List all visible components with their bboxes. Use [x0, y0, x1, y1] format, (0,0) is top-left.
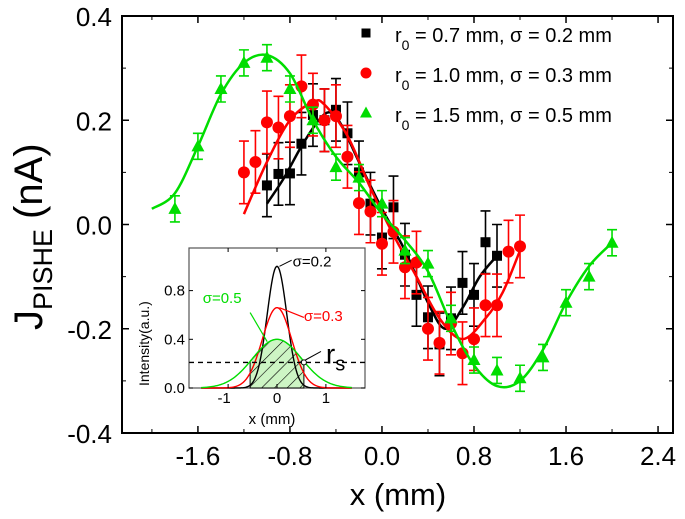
inset-y-tick-label: 0.4 [164, 331, 185, 348]
main-plot: -1.6 -0.8 0.0 0.8 1.6 2.4 0.4 0.2 0.0 -0.2 -0.4 [67, 2, 676, 471]
data-point [375, 196, 389, 209]
data-point [260, 50, 274, 63]
data-point [479, 299, 492, 312]
data-point [457, 277, 468, 288]
annotation-sigma-0.3: σ=0.3 [304, 308, 343, 325]
arrow-sigma-0.3 [279, 307, 305, 318]
data-point [433, 336, 446, 349]
data-point [411, 289, 422, 300]
data-point [444, 311, 458, 324]
y-axis-label-main: JPISHE (nA) [7, 143, 58, 330]
annotation-sigma-0.5: σ=0.5 [203, 290, 242, 307]
data-point [237, 166, 250, 179]
x-tick-label: 2.4 [640, 441, 676, 471]
legend-sub: 0 [402, 37, 410, 53]
data-point [283, 110, 296, 123]
y-tick-label: 0.4 [76, 2, 112, 32]
inset-y-tick-label: 0.0 [164, 380, 185, 397]
series-triangle [151, 43, 619, 393]
y-tick-label: 0.0 [76, 211, 112, 241]
arrow-sigma-0.5 [249, 312, 268, 343]
intensity-curve [201, 306, 352, 389]
inset-plot: -1 0 1 0.0 0.4 0.8 x (mm) Intensity(a.u.) σ=0.2 σ… [136, 247, 366, 428]
data-point [283, 81, 297, 94]
data-point [273, 168, 284, 179]
data-point [513, 371, 527, 384]
legend-rest: = 0.7 mm, σ = 0.2 mm [409, 25, 611, 47]
rs-r: r [326, 339, 335, 370]
x-tick-label: 1.6 [548, 441, 584, 471]
inset-x-tick-label: 0 [273, 390, 281, 407]
inset-x-tick-label: -1 [217, 390, 230, 407]
inset-y-label: Intensity(a.u.) [136, 301, 152, 386]
legend-label: r0 = 1.5 mm, σ = 0.5 mm [395, 105, 612, 133]
data-point [398, 243, 412, 256]
data-point [514, 240, 527, 253]
legend-r: r [395, 65, 402, 87]
legend-sub: 0 [402, 77, 410, 93]
legend-marker [361, 28, 371, 38]
data-point [329, 160, 343, 173]
y-axis-label-sub: PISHE [28, 229, 58, 310]
data-point [249, 155, 262, 168]
data-point [421, 322, 434, 335]
legend-label: r0 = 1.0 mm, σ = 0.3 mm [395, 65, 612, 93]
data-point [341, 150, 354, 163]
data-point [502, 245, 515, 258]
data-point [214, 81, 228, 94]
data-point [272, 121, 285, 134]
inset-x-label: x (mm) [249, 411, 296, 428]
x-tick-label: 0.8 [456, 441, 492, 471]
y-tick-label: -0.4 [67, 419, 112, 449]
y-axis-label-j: J [7, 310, 51, 330]
y-axis-label-unit: (nA) [7, 143, 51, 219]
arrow-sigma-0.2 [279, 259, 292, 267]
x-tick-label: -0.8 [268, 441, 313, 471]
y-tick-label: 0.2 [76, 106, 112, 136]
data-point [260, 116, 273, 129]
x-tick-label: 0.0 [364, 441, 400, 471]
legend-marker [360, 106, 372, 118]
inset-x-tick-label: 1 [322, 390, 330, 407]
data-point [352, 197, 365, 210]
rs-sub: s [335, 354, 345, 376]
data-point [468, 289, 479, 300]
data-point [318, 114, 331, 127]
data-point [168, 201, 182, 214]
legend-r: r [395, 105, 402, 127]
legend-rest: = 1.5 mm, σ = 0.5 mm [409, 105, 611, 127]
x-tick-label: -1.6 [176, 441, 221, 471]
legend-r: r [395, 25, 402, 47]
intensity-curve [201, 338, 352, 389]
legend-rest: = 1.0 mm, σ = 0.3 mm [409, 65, 611, 87]
annotation-rs: rs [326, 339, 345, 376]
annotation-sigma-0.2: σ=0.2 [293, 253, 332, 270]
data-point [364, 205, 377, 218]
rs-point [300, 359, 307, 366]
x-axis-label: x (mm) [350, 477, 446, 512]
data-point [261, 180, 272, 191]
legend-label: r0 = 0.7 mm, σ = 0.2 mm [395, 25, 612, 53]
legend-marker [360, 67, 372, 79]
data-point [490, 363, 504, 376]
data-point [480, 237, 491, 248]
data-point [284, 168, 295, 179]
arrow-rs [305, 351, 322, 361]
data-point [582, 269, 596, 282]
data-point [296, 138, 307, 149]
data-point [536, 350, 550, 363]
data-point [375, 237, 388, 250]
legend-sub: 0 [402, 117, 410, 133]
fit-curve [151, 53, 613, 389]
y-tick-label: -0.2 [67, 315, 112, 345]
inset-y-tick-label: 0.8 [164, 283, 185, 300]
